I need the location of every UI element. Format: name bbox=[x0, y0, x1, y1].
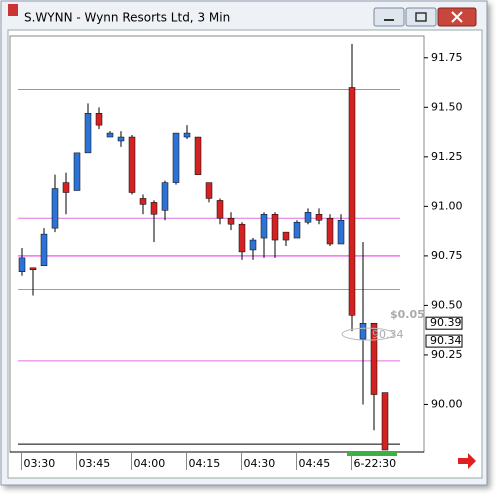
candle-body bbox=[260, 214, 268, 239]
candle-body bbox=[161, 182, 169, 211]
candle-body bbox=[40, 233, 48, 267]
candle-body bbox=[238, 223, 246, 253]
candle-body bbox=[84, 113, 92, 154]
candle-body bbox=[337, 219, 345, 245]
y-tick-label: 90.75 bbox=[431, 249, 463, 262]
candle-body bbox=[370, 322, 378, 395]
maximize-button[interactable] bbox=[405, 7, 437, 27]
scroll-arrow[interactable] bbox=[458, 453, 476, 469]
candle-body bbox=[304, 212, 312, 223]
candle-body bbox=[117, 136, 125, 142]
candle-body bbox=[150, 202, 158, 215]
app-icon bbox=[8, 4, 18, 16]
candle-body bbox=[315, 214, 323, 221]
price-marker bbox=[341, 327, 395, 341]
candle-body bbox=[95, 113, 103, 126]
candle-body bbox=[29, 267, 37, 271]
candle-body bbox=[183, 132, 191, 138]
candle-body bbox=[249, 239, 257, 251]
y-tick-label: 90.25 bbox=[431, 348, 463, 361]
annotation: $0.05 bbox=[390, 308, 425, 321]
candle-body bbox=[62, 182, 70, 193]
candle-body bbox=[282, 231, 290, 241]
candle-body bbox=[348, 87, 356, 316]
candle-body bbox=[139, 198, 147, 205]
candle-body bbox=[227, 217, 235, 225]
y-tick-label: 90.50 bbox=[431, 298, 463, 311]
price-label: 90.34 bbox=[430, 334, 462, 347]
candle-body bbox=[359, 322, 367, 340]
x-tick-label: 03:30 bbox=[24, 457, 56, 470]
x-tick-label: 03:45 bbox=[79, 457, 111, 470]
candle-body bbox=[194, 136, 202, 175]
candle-body bbox=[106, 132, 114, 138]
chart-area bbox=[7, 29, 483, 479]
x-tick-label: 04:00 bbox=[134, 457, 166, 470]
y-tick-label: 91.75 bbox=[431, 51, 463, 64]
minimize-button[interactable] bbox=[373, 7, 405, 27]
candle-body bbox=[205, 182, 213, 199]
session-bar bbox=[347, 452, 397, 456]
candle-body bbox=[73, 152, 81, 191]
candle-body bbox=[216, 200, 224, 219]
candle-body bbox=[326, 217, 334, 245]
x-tick-label: 04:15 bbox=[189, 457, 221, 470]
candle-body bbox=[271, 214, 279, 241]
candle-body bbox=[293, 221, 301, 239]
candle-body bbox=[128, 136, 136, 193]
candle-body bbox=[51, 188, 59, 229]
x-tick-label: 04:30 bbox=[244, 457, 276, 470]
candle-body bbox=[381, 392, 389, 451]
y-tick-label: 91.00 bbox=[431, 199, 463, 212]
y-tick-label: 91.50 bbox=[431, 100, 463, 113]
y-tick-label: 90.00 bbox=[431, 397, 463, 410]
price-label: 90.39 bbox=[430, 316, 462, 329]
annotation: 90.34 bbox=[372, 328, 404, 341]
x-tick-label: 04:45 bbox=[299, 457, 331, 470]
y-tick-label: 91.25 bbox=[431, 150, 463, 163]
window-title: S.WYNN - Wynn Resorts Ltd, 3 Min bbox=[24, 11, 230, 25]
candle-body bbox=[172, 132, 180, 183]
price-box bbox=[425, 334, 463, 348]
x-tick-label: 6-22:30 bbox=[354, 457, 397, 470]
price-box bbox=[425, 316, 463, 330]
candle-body bbox=[18, 257, 26, 272]
